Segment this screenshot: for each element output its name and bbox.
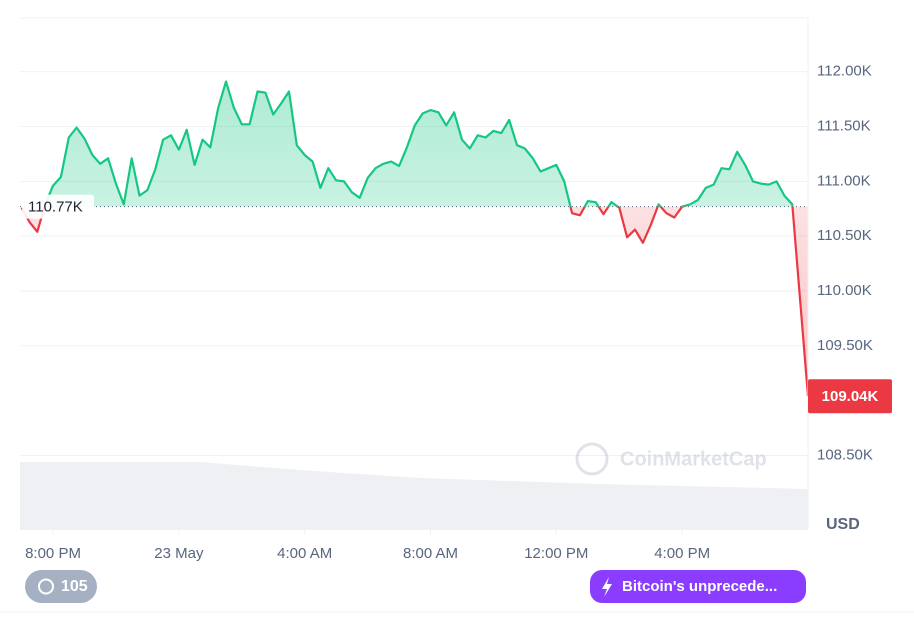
x-tick-label: 23 May <box>154 545 204 562</box>
x-tick-label: 8:00 PM <box>25 545 81 562</box>
baseline-label: 110.77K <box>28 199 83 216</box>
badge-icon <box>38 578 54 595</box>
watermark-logo <box>575 442 609 476</box>
badge-bg <box>25 570 97 603</box>
baseline-label-bg <box>22 194 94 219</box>
y-tick-label: 109.50K <box>817 337 873 354</box>
last-price-label: 109.04K <box>822 388 879 405</box>
unit-label: USD <box>826 516 860 533</box>
y-tick-label: 111.50K <box>817 118 871 135</box>
y-tick-label: 108.50K <box>817 446 873 463</box>
y-tick-label: 111.00K <box>817 172 871 189</box>
watermark-text: CoinMarketCap <box>620 448 767 470</box>
pill-bg <box>590 570 806 603</box>
last-price-tag <box>808 379 892 414</box>
pill-icon <box>602 577 612 597</box>
plot: 110.77K <box>20 80 810 397</box>
line-down <box>20 206 810 397</box>
line-up <box>43 80 794 207</box>
y-tick-label: 110.00K <box>817 282 872 299</box>
x-tick-label: 12:00 PM <box>524 545 588 562</box>
y-tick-label: 112.00K <box>817 63 872 80</box>
y-tick-label: 110.50K <box>817 227 872 244</box>
x-tick-label: 4:00 PM <box>654 545 710 562</box>
volume-area <box>20 462 808 530</box>
badge-text: 105 <box>61 578 88 595</box>
history-badge[interactable]: 105 <box>25 570 97 603</box>
watermark: CoinMarketCap <box>575 442 767 476</box>
x-tick-label: 4:00 AM <box>277 545 332 562</box>
news-pill[interactable]: Bitcoin's unprecede... <box>590 570 806 603</box>
x-tick-label: 8:00 AM <box>403 545 458 562</box>
pill-text: Bitcoin's unprecede... <box>622 578 777 595</box>
area-up <box>44 81 793 207</box>
